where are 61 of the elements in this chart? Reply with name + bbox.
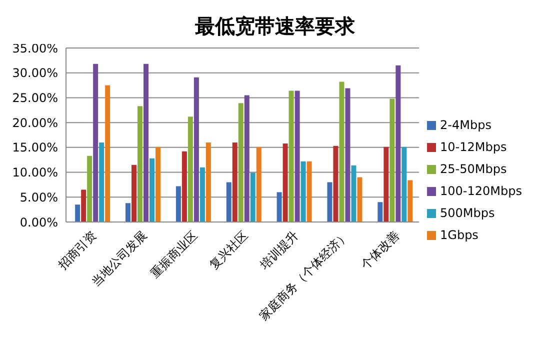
bar: [250, 172, 256, 222]
bar: [357, 177, 362, 222]
bar: [105, 85, 110, 222]
bar: [138, 106, 143, 222]
bar: [126, 203, 131, 222]
legend-label: 1Gbps: [440, 228, 478, 242]
bar: [206, 142, 211, 222]
y-tick-label: 20.00%: [12, 116, 58, 130]
bar: [182, 151, 187, 222]
bar: [294, 90, 300, 222]
chart-title: 最低宽带速率要求: [195, 14, 355, 38]
bar: [384, 146, 389, 222]
bar: [144, 64, 149, 222]
legend-label: 25-50Mbps: [440, 162, 507, 176]
bar: [81, 190, 86, 222]
bar: [99, 142, 104, 222]
y-tick-label: 30.00%: [12, 66, 58, 80]
y-tick-label: 10.00%: [12, 166, 58, 180]
legend-label: 2-4Mbps: [440, 118, 492, 132]
bar: [194, 77, 199, 222]
y-tick-label: 5.00%: [20, 190, 58, 204]
bar: [396, 65, 401, 222]
bar: [282, 143, 288, 222]
bar: [276, 192, 282, 222]
bar: [232, 142, 238, 222]
bar: [300, 161, 306, 222]
y-tick-label: 15.00%: [12, 140, 58, 155]
bar: [200, 167, 205, 222]
bar: [238, 103, 244, 222]
bar: [408, 180, 413, 222]
legend-label: 10-12Mbps: [440, 140, 507, 154]
legend-label: 500Mbps: [440, 206, 495, 220]
x-tick-label: 复兴社区: [206, 228, 251, 272]
x-tick-label: 培训提升: [256, 228, 302, 273]
bar: [87, 156, 92, 222]
bar: [390, 98, 395, 222]
x-tick-label: 招商引资: [54, 228, 100, 273]
legend-label: 100-120Mbps: [440, 184, 522, 198]
bar: [226, 182, 232, 222]
bar: [256, 146, 262, 222]
bar: [345, 88, 350, 222]
bar: [244, 95, 250, 222]
bar: [132, 164, 137, 222]
y-tick-label: 0.00%: [20, 215, 58, 230]
bar: [306, 161, 312, 222]
bar: [150, 158, 155, 222]
bar: [402, 146, 407, 222]
bar: [333, 146, 338, 222]
bar: [288, 90, 294, 222]
bar: [75, 204, 80, 222]
bar: [188, 116, 193, 222]
bar: [327, 182, 332, 222]
bar: [339, 82, 344, 222]
bar: [378, 202, 383, 222]
x-tick-label: 个体改善: [358, 228, 402, 272]
bar: [156, 146, 161, 222]
bar: [93, 64, 98, 222]
x-tick-label: 重振商业区: [148, 228, 200, 281]
y-tick-label: 25.00%: [12, 90, 58, 105]
bar: [351, 165, 356, 222]
bar: [176, 186, 181, 222]
